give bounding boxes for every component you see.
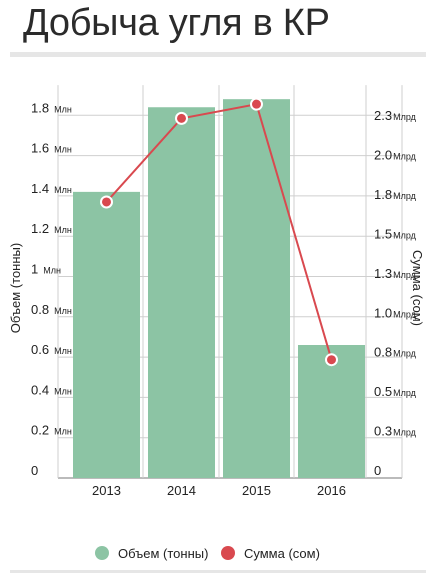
- y-axis-right-label: Сумма (сом): [410, 250, 425, 326]
- right-tick-label: 0.5Млрд: [374, 384, 417, 399]
- left-tick-label: 0.8 Млн: [31, 302, 72, 317]
- left-tick-label: 1.6 Млн: [31, 141, 72, 156]
- point-2016[interactable]: [325, 353, 338, 367]
- bottom-divider: [10, 570, 426, 573]
- point-2014[interactable]: [175, 111, 188, 125]
- left-tick-label: 1.2 Млн: [31, 221, 72, 236]
- bar-2014[interactable]: [148, 107, 215, 479]
- chart-area: 0 0.2 Млн 0.4 Млн 0.6 Млн 0.8 Млн 1 Млн 1.2 Млн 1.4 Мл…: [0, 60, 430, 570]
- point-2015[interactable]: [250, 97, 263, 111]
- x-tick-label: 2016: [317, 483, 346, 498]
- left-tick-label: 0.6 Млн: [31, 342, 72, 357]
- left-axis-ticks: 0 0.2 Млн 0.4 Млн 0.6 Млн 0.8 Млн 1 Млн 1.2 Млн 1.4 Мл…: [31, 100, 72, 478]
- point-2013[interactable]: [100, 195, 113, 209]
- left-tick-label: 1 Млн: [31, 262, 61, 277]
- chart-svg: 0 0.2 Млн 0.4 Млн 0.6 Млн 0.8 Млн 1 Млн 1.2 Млн 1.4 Мл…: [8, 85, 425, 561]
- legend-item-volume[interactable]: Объем (тонны): [95, 546, 208, 561]
- legend: Объем (тонны) Сумма (сом): [95, 546, 320, 561]
- line-sum-path: [105, 103, 333, 360]
- right-tick-label: 2.3Млрд: [374, 108, 417, 123]
- left-tick-label: 0: [31, 463, 38, 478]
- right-tick-label: 0.3Млрд: [374, 424, 417, 439]
- left-tick-label: 0.2 Млн: [31, 423, 72, 438]
- legend-item-sum[interactable]: Сумма (сом): [221, 546, 320, 561]
- right-tick-label: 2.0Млрд: [374, 148, 417, 163]
- left-tick-label: 1.4 Млн: [31, 181, 72, 196]
- right-tick-label: 0: [374, 463, 381, 478]
- bars: [73, 99, 365, 479]
- line-series: [105, 103, 333, 360]
- x-tick-label: 2013: [92, 483, 121, 498]
- legend-swatch: [95, 546, 109, 560]
- right-axis-ticks: 0 0.3Млрд 0.5Млрд 0.8Млрд 1.0Млрд 1.3Млрд 1.5М…: [374, 108, 417, 478]
- left-tick-label: 0.4 Млн: [31, 382, 72, 397]
- bar-2016[interactable]: [298, 345, 365, 478]
- right-tick-label: 1.3Млрд: [374, 266, 417, 281]
- x-tick-label: 2014: [167, 483, 196, 498]
- left-tick-label: 1.8 Млн: [31, 100, 72, 115]
- x-axis-ticks: 2013 2014 2015 2016: [92, 483, 346, 498]
- y-axis-left-label: Объем (тонны): [8, 243, 23, 333]
- legend-label: Сумма (сом): [244, 546, 320, 561]
- right-tick-label: 0.8Млрд: [374, 345, 417, 360]
- legend-label: Объем (тонны): [118, 546, 208, 561]
- title-divider: [10, 52, 426, 57]
- x-tick-label: 2015: [242, 483, 271, 498]
- right-tick-label: 1.5Млрд: [374, 226, 417, 241]
- bar-2015[interactable]: [223, 99, 290, 479]
- line-points: [100, 97, 338, 367]
- bar-2013[interactable]: [73, 191, 140, 478]
- right-tick-label: 1.8Млрд: [374, 187, 417, 202]
- legend-swatch: [221, 546, 235, 560]
- right-tick-label: 1.0Млрд: [374, 305, 417, 320]
- chart-title: Добыча угля в КР: [23, 2, 330, 44]
